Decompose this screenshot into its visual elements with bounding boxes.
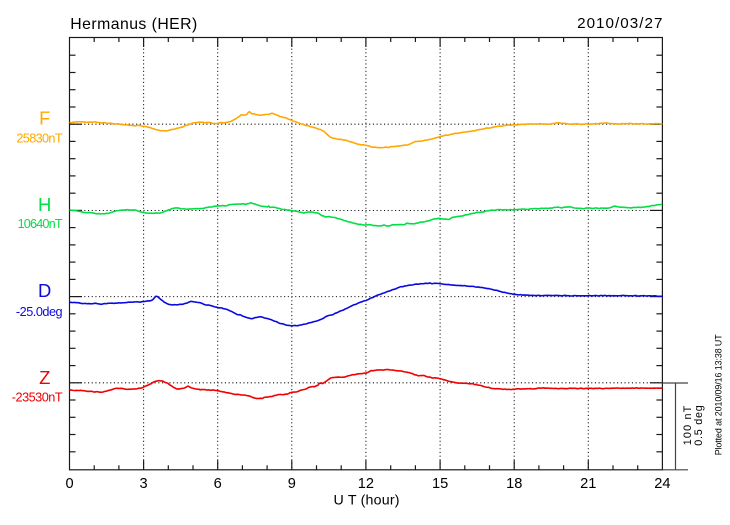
- svg-text:0.5 deg: 0.5 deg: [693, 405, 705, 446]
- svg-text:6: 6: [214, 476, 222, 492]
- svg-text:-25.0deg: -25.0deg: [16, 305, 63, 319]
- svg-text:12: 12: [358, 476, 374, 492]
- svg-text:100 nT: 100 nT: [682, 405, 694, 445]
- svg-text:U T (hour): U T (hour): [334, 493, 400, 509]
- svg-text:3: 3: [140, 476, 148, 492]
- svg-text:-23530nT: -23530nT: [12, 390, 63, 404]
- svg-text:Z: Z: [39, 367, 50, 388]
- svg-text:21: 21: [580, 476, 596, 492]
- svg-text:0: 0: [65, 476, 73, 492]
- svg-text:D: D: [38, 280, 51, 301]
- svg-text:18: 18: [506, 476, 522, 492]
- svg-text:2010/03/27: 2010/03/27: [577, 15, 662, 32]
- svg-text:F: F: [39, 108, 50, 129]
- svg-text:15: 15: [432, 476, 448, 492]
- svg-text:H: H: [38, 194, 51, 215]
- svg-text:10640nT: 10640nT: [18, 217, 63, 231]
- svg-text:24: 24: [654, 476, 670, 492]
- svg-text:Plotted at 2010/09/16 13:38 UT: Plotted at 2010/09/16 13:38 UT: [714, 334, 724, 456]
- svg-text:Hermanus (HER): Hermanus (HER): [70, 16, 197, 33]
- svg-text:9: 9: [288, 476, 296, 492]
- svg-text:25830nT: 25830nT: [16, 131, 62, 145]
